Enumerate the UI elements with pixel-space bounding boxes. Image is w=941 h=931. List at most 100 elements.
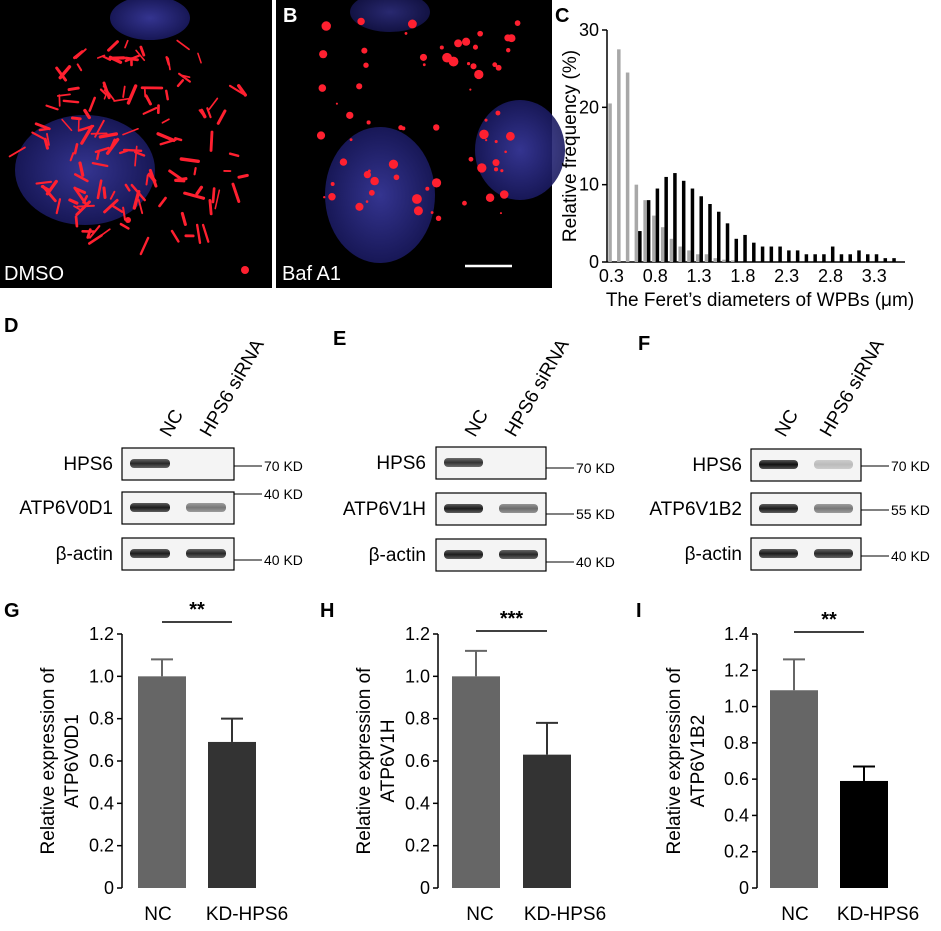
bar <box>840 780 888 888</box>
marker-label: 40 KD <box>264 552 303 568</box>
wpb-dot <box>448 56 459 67</box>
histogram-bar <box>638 231 642 262</box>
lane-label: HPS6 siRNA <box>196 336 269 441</box>
western-blot-f: NC HPS6 siRNA HPS6 70 KD ATP6V1B2 55 KD β-acti… <box>649 336 930 571</box>
wpb-rod <box>69 152 75 162</box>
histogram-bar <box>813 254 817 262</box>
wpb-rod <box>96 179 103 200</box>
histogram-bar <box>734 238 739 262</box>
y-axis-label: Relative expression of <box>354 667 375 855</box>
wpb-dot <box>349 138 353 142</box>
wpb-rod <box>183 191 206 200</box>
bar-chart-g: 0 0.2 0.4 0.6 0.8 1.0 1.2 NC KD-HPS6 ** Relative e… <box>38 599 288 925</box>
wpb-rod <box>98 132 119 139</box>
x-tick-label: 2.3 <box>774 266 799 286</box>
wpb-rod <box>228 84 245 95</box>
y-tick-label: 0.8 <box>405 709 430 729</box>
panel-a-image <box>0 0 272 288</box>
significance-label: *** <box>500 608 524 630</box>
blot-row-label: HPS6 <box>376 453 426 474</box>
wpb-rod <box>55 198 62 215</box>
y-tick-label: 0.2 <box>405 836 430 856</box>
wpb-rod <box>74 173 89 183</box>
x-axis-label: The Feret’s diameters of WPBs (μm) <box>606 290 914 311</box>
histogram-bar <box>760 246 765 262</box>
histogram-bar <box>673 173 677 262</box>
wpb-rod <box>139 236 150 256</box>
wpb-rod <box>83 108 91 120</box>
wpb-dot <box>505 131 515 141</box>
wpb-dot <box>368 189 375 196</box>
wpb-rod <box>159 138 177 146</box>
wpb-rod <box>55 66 68 82</box>
y-tick-label: 0 <box>739 878 749 898</box>
western-blot-e: NC HPS6 siRNA HPS6 70 KD ATP6V1H 55 KD β-actin… <box>343 336 615 572</box>
y-tick-label: 30 <box>579 20 599 40</box>
wpb-rod <box>176 79 185 88</box>
wpb-rod <box>211 187 216 204</box>
y-tick-label: 0 <box>420 878 430 898</box>
histogram-bar <box>625 72 630 263</box>
wpb-rod <box>132 189 141 210</box>
wpb-rod <box>70 116 82 121</box>
wpb-rod <box>180 211 187 226</box>
histogram-bar <box>669 238 674 262</box>
wpb-rod <box>61 118 73 132</box>
histogram-bar <box>743 234 747 262</box>
wpb-rod <box>107 40 119 52</box>
wpb-rod <box>75 200 91 216</box>
marker-label: 40 KD <box>264 486 303 502</box>
wpb-dot <box>474 69 484 80</box>
wpb-dot <box>506 47 511 53</box>
significance-label: ** <box>189 599 205 621</box>
blot-band <box>499 550 538 559</box>
histogram-bar <box>708 204 712 262</box>
wpb-rod <box>193 166 197 176</box>
bar-chart-h: 0 0.2 0.4 0.6 0.8 1.0 1.2 NC KD-HPS6 *** Relative … <box>354 608 606 925</box>
blot-band <box>814 549 853 558</box>
lane-label: HPS6 siRNA <box>816 336 889 441</box>
wpb-rod <box>119 222 130 230</box>
y-axis-label: Relative frequency (%) <box>560 50 581 242</box>
wpb-rod <box>94 119 105 138</box>
wpb-rod <box>180 74 191 79</box>
category-label: KD-HPS6 <box>206 904 288 925</box>
wpb-dot <box>477 30 484 37</box>
wpb-rod <box>130 183 146 202</box>
histogram-bar <box>822 254 826 262</box>
wpb-rod <box>197 52 202 64</box>
wpb-dot <box>495 110 501 116</box>
wpb-dot <box>430 211 434 214</box>
wpb-rod <box>195 185 204 196</box>
blot-band <box>814 504 853 513</box>
y-tick-label: 1.4 <box>724 624 749 644</box>
wpb-rod <box>165 89 169 101</box>
histogram-bar <box>699 196 703 262</box>
wpb-rod <box>209 130 214 152</box>
blot-row-label: β-actin <box>56 544 113 565</box>
histogram-bar <box>655 188 660 262</box>
y-tick-label: 1.2 <box>89 624 114 644</box>
category-label: NC <box>144 904 171 925</box>
wpb-dot <box>404 32 408 35</box>
wpb-rod <box>108 55 123 64</box>
x-tick-label: 0.3 <box>599 266 624 286</box>
y-axis-label: ATP6V1H <box>378 719 399 802</box>
wpb-rod <box>43 137 49 150</box>
histogram-bar <box>839 254 844 262</box>
histogram-bar <box>778 246 782 262</box>
wpb-dot <box>485 193 495 203</box>
panel-g-label: G <box>4 600 20 622</box>
wpb-dot <box>422 63 426 67</box>
wpb-rod <box>78 124 95 132</box>
wpb-dot <box>492 159 500 167</box>
significance-label: ** <box>821 609 837 631</box>
blot-frame <box>435 446 547 480</box>
wpb-rod <box>103 89 112 97</box>
wpb-rod <box>88 234 103 245</box>
y-axis-label: ATP6V1B2 <box>688 715 709 808</box>
y-tick-label: 1.0 <box>724 697 749 717</box>
wpb-dot <box>356 83 363 90</box>
histogram-bar <box>795 250 800 262</box>
wpb-rod <box>56 93 71 97</box>
